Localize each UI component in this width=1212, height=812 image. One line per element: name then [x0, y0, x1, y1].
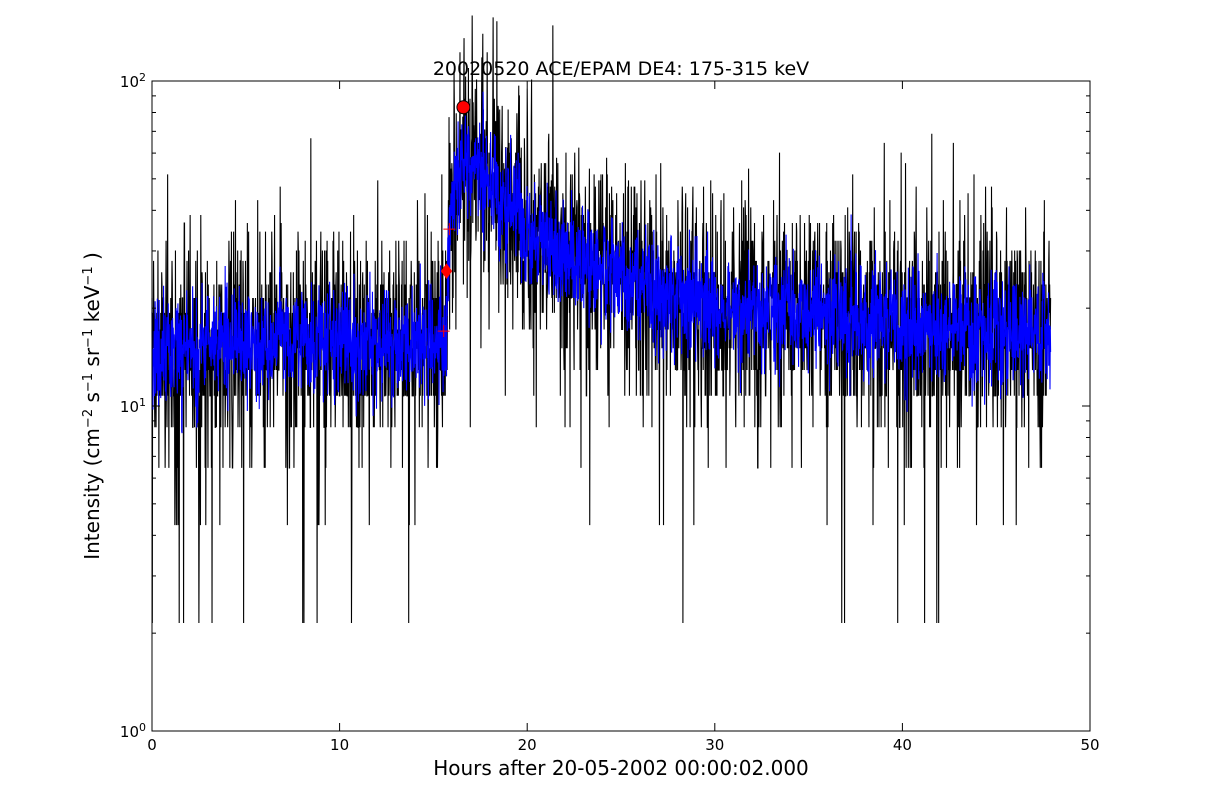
x-axis: 0 10 20 30 40 50 [147, 81, 1100, 754]
x-tick-label: 50 [1080, 736, 1099, 754]
smoothed-intensity-line [151, 91, 1052, 434]
y-tick-label: 100 [120, 721, 146, 742]
y-tick-label: 102 [120, 71, 146, 92]
plot-markers [437, 100, 471, 338]
x-tick-label: 40 [893, 736, 912, 754]
uncertainty-marker [437, 325, 450, 338]
x-tick-label: 30 [705, 736, 724, 754]
plot-lines [151, 15, 1052, 623]
x-tick-label: 0 [147, 736, 157, 754]
peak-marker [456, 100, 471, 115]
y-axis-label: Intensity (cm−2 s−1 sr−1 keV−1 ) [80, 252, 104, 560]
x-tick-label: 20 [518, 736, 537, 754]
uncertainty-marker [443, 223, 456, 236]
chart-title: 20020520 ACE/EPAM DE4: 175-315 keV [433, 58, 809, 80]
y-tick-label: 101 [120, 396, 146, 417]
y-axis: 100 101 102 [120, 71, 1090, 742]
onset-marker [440, 263, 453, 279]
x-axis-label: Hours after 20-05-2002 00:00:02.000 [433, 756, 809, 780]
x-tick-label: 10 [330, 736, 349, 754]
